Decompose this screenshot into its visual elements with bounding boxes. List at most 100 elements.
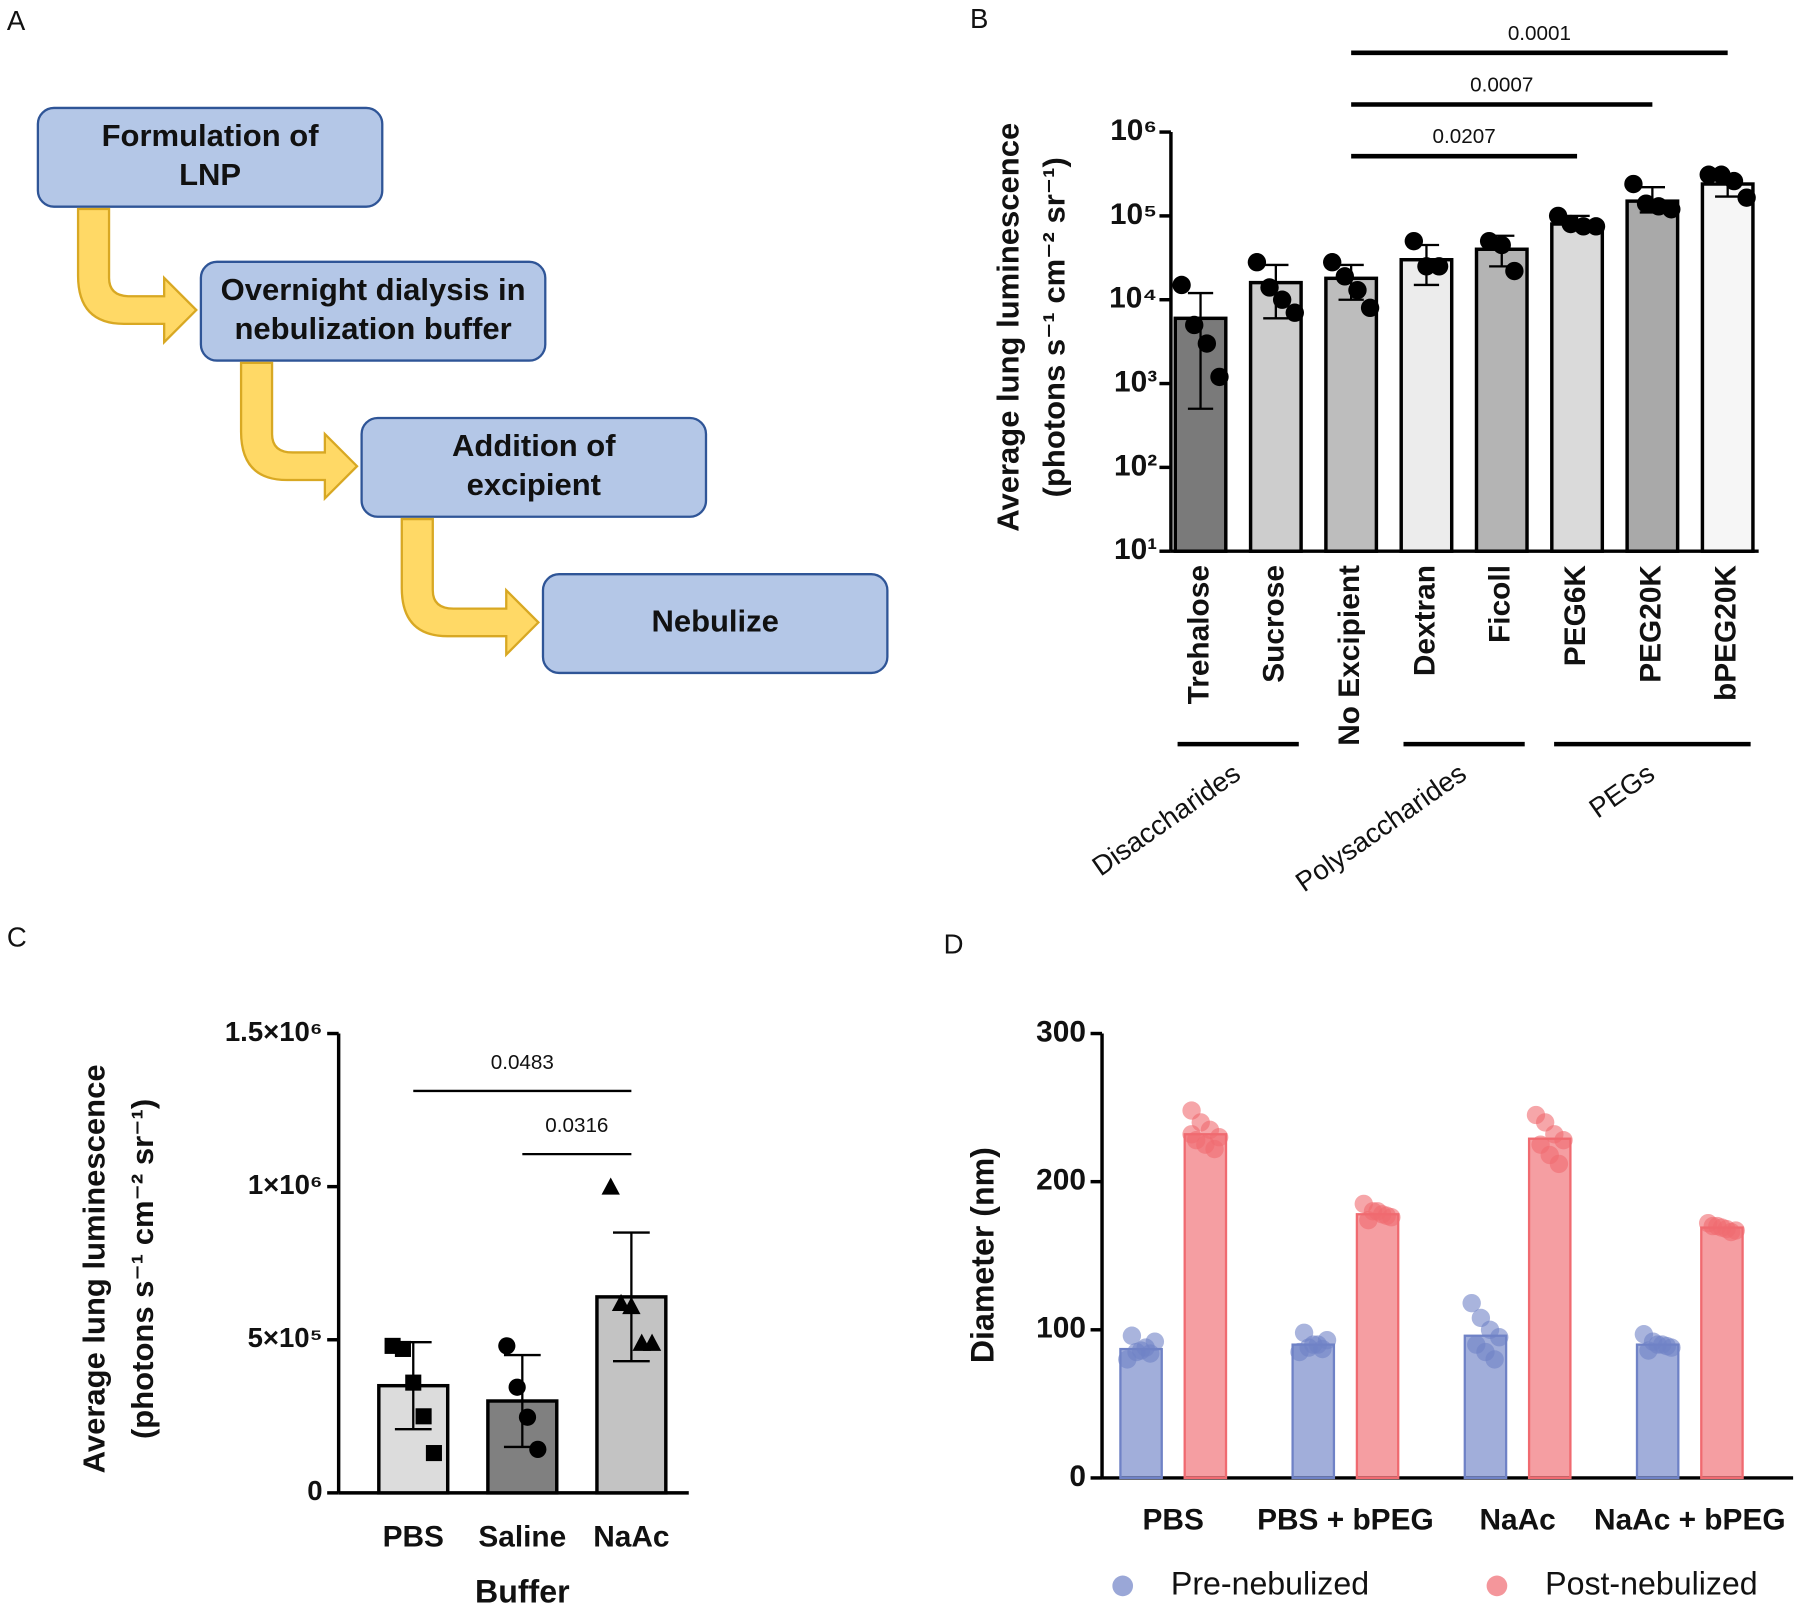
step-text: nebulization buffer	[234, 311, 511, 346]
data-point	[1549, 1154, 1569, 1174]
data-point	[1492, 235, 1511, 255]
legend-label: Post-nebulized	[1545, 1565, 1757, 1601]
x-tick-label: PEG6K	[1559, 565, 1592, 667]
y-tick-label: 10⁴	[1109, 282, 1157, 315]
y-axis-label: (photons s⁻¹ cm⁻² sr⁻¹)	[1036, 157, 1071, 497]
data-point	[1205, 1139, 1224, 1159]
x-tick-label: PBS	[383, 1521, 444, 1554]
bar	[1550, 222, 1605, 553]
panel-label: D	[944, 929, 964, 960]
data-point	[642, 1333, 662, 1351]
data-point	[1554, 1130, 1573, 1150]
x-tick-label: NaAc + bPEG	[1594, 1503, 1786, 1536]
data-point	[1197, 334, 1217, 353]
data-point	[1624, 174, 1643, 194]
data-point	[1662, 200, 1681, 219]
y-tick-label: 200	[1036, 1164, 1086, 1197]
data-point	[1586, 217, 1606, 236]
group-label: Polysaccharides	[1290, 757, 1472, 897]
y-tick-label: 10³	[1114, 365, 1157, 398]
data-point	[1260, 278, 1279, 297]
data-point	[1323, 253, 1342, 272]
data-point	[1141, 1344, 1160, 1363]
bar	[1527, 1137, 1572, 1480]
y-tick-label: 0	[307, 1475, 322, 1506]
legend-marker	[1486, 1575, 1508, 1597]
panel-label: B	[970, 3, 988, 34]
p-value: 0.0207	[1433, 125, 1496, 148]
step-text: Nebulize	[651, 604, 778, 639]
data-point	[1348, 280, 1367, 300]
y-axis-label: Average lung luminescence	[990, 123, 1025, 532]
data-point	[415, 1408, 432, 1425]
data-point	[1313, 1339, 1332, 1359]
y-axis-label: Average lung luminescence	[77, 1064, 112, 1473]
data-point	[1485, 1350, 1504, 1369]
data-point	[1185, 315, 1204, 335]
bar	[1355, 1213, 1400, 1480]
x-tick-label: PBS + bPEG	[1257, 1503, 1434, 1536]
data-point	[1737, 188, 1756, 207]
y-axis-label: (photons s⁻¹ cm⁻² sr⁻¹)	[125, 1099, 160, 1439]
step-text: Formulation of	[102, 118, 320, 153]
bar	[1700, 182, 1755, 553]
data-point	[611, 1293, 631, 1312]
data-point	[1462, 1293, 1481, 1313]
y-tick-label: 300	[1036, 1015, 1086, 1048]
bar	[1291, 1343, 1336, 1480]
step-text: excipient	[467, 467, 601, 502]
x-tick-label: PEG20K	[1634, 565, 1667, 683]
data-point	[394, 1340, 411, 1357]
data-point	[601, 1177, 620, 1195]
x-tick-label: Sucrose	[1258, 565, 1291, 683]
data-point	[498, 1337, 516, 1355]
panel-label: C	[7, 922, 27, 953]
data-point	[1182, 1125, 1201, 1144]
data-point	[1574, 217, 1593, 236]
x-tick-label: Ficoll	[1484, 565, 1517, 643]
data-point	[518, 1408, 537, 1426]
data-point	[1721, 1222, 1741, 1242]
p-value: 0.0316	[545, 1114, 608, 1137]
data-point	[1490, 1328, 1509, 1347]
data-point	[1172, 275, 1191, 295]
x-tick-label: NaAc	[593, 1521, 669, 1554]
x-tick-label: Dextran	[1408, 565, 1441, 676]
data-point	[405, 1374, 422, 1391]
flow-arrow	[76, 207, 198, 345]
p-value: 0.0001	[1508, 22, 1571, 45]
bar	[1183, 1133, 1228, 1480]
step-text: LNP	[179, 157, 241, 192]
data-point	[1377, 1206, 1396, 1225]
legend-label: Pre-nebulized	[1171, 1565, 1369, 1601]
step-text: Addition of	[452, 428, 616, 463]
panel-label: A	[7, 5, 26, 36]
step-box	[199, 260, 547, 362]
p-value: 0.0483	[491, 1051, 554, 1074]
bar	[1248, 280, 1303, 553]
step-box	[36, 106, 384, 208]
flow-arrow	[239, 361, 359, 502]
y-tick-label: 100	[1036, 1312, 1086, 1345]
bar	[1399, 258, 1454, 553]
data-point	[1657, 1336, 1677, 1356]
y-tick-label: 1.5×10⁶	[225, 1016, 323, 1047]
data-point	[1429, 257, 1449, 276]
data-point	[622, 1296, 641, 1315]
y-tick-label: 0	[1069, 1460, 1086, 1493]
data-point	[508, 1378, 526, 1396]
y-tick-label: 10⁵	[1110, 198, 1157, 231]
legend-marker	[1112, 1575, 1134, 1597]
data-point	[1360, 298, 1380, 318]
data-point	[1505, 261, 1524, 281]
flow-arrow	[400, 517, 541, 658]
bar	[1635, 1343, 1680, 1480]
x-tick-label: Saline	[478, 1521, 566, 1554]
y-tick-label: 10²	[1114, 449, 1157, 482]
step-box	[541, 573, 889, 675]
x-tick-label: No Excipient	[1333, 565, 1366, 746]
data-point	[1335, 267, 1355, 286]
step-text: Overnight dialysis in	[221, 272, 526, 307]
y-tick-label: 10¹	[1114, 533, 1157, 566]
